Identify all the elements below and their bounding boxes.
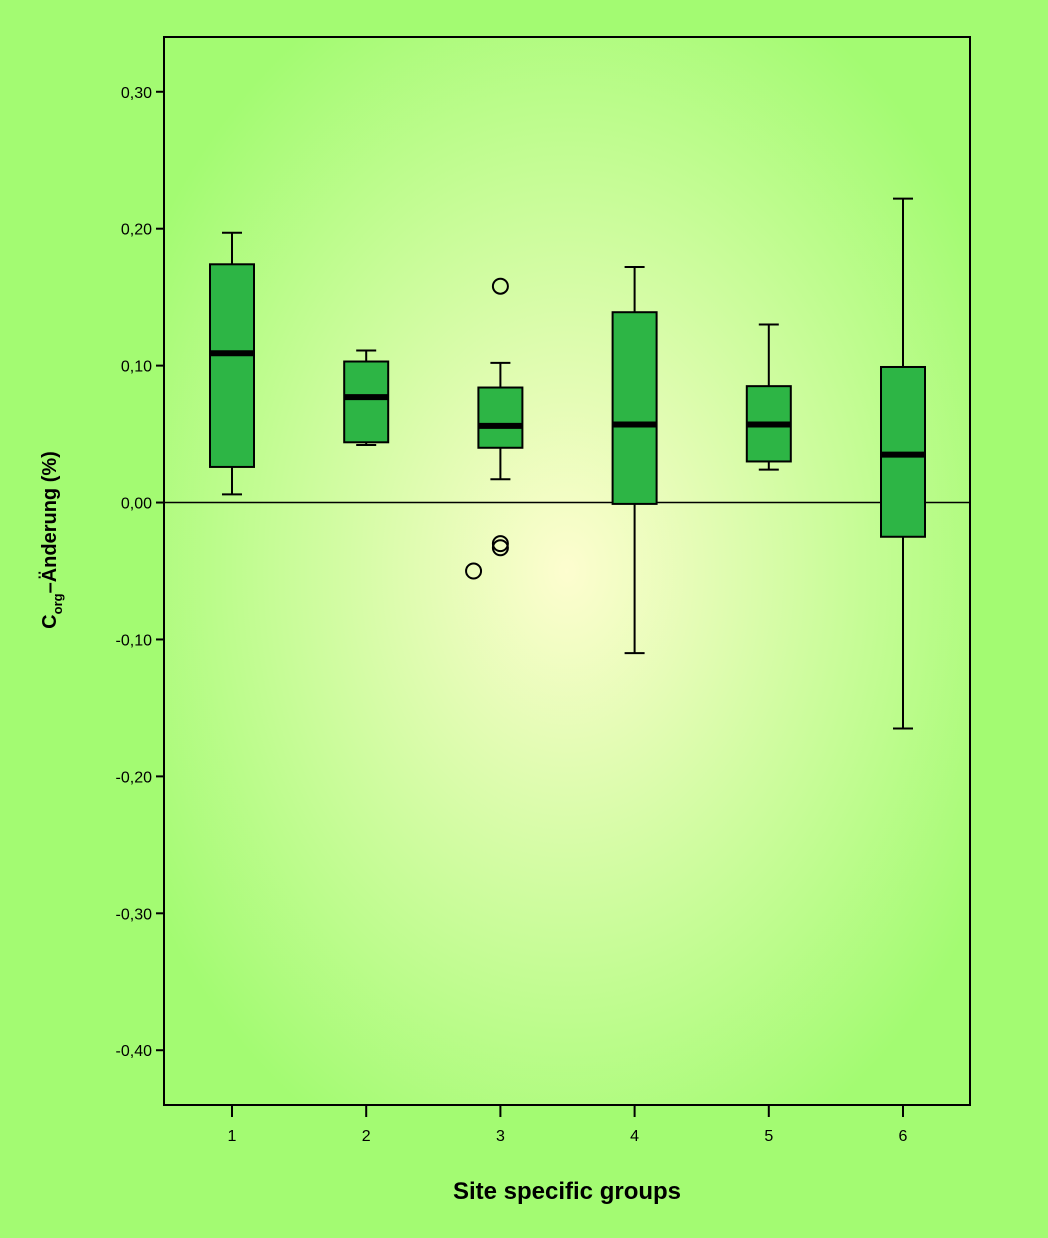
x-tick-label-1: 1 [228,1128,237,1145]
box-group-1 [209,231,255,496]
box-1 [209,263,255,468]
x-axis-title: Site specific groups [453,1178,681,1205]
box-group-2 [343,349,390,447]
box-group-4 [611,266,658,655]
box-2 [343,360,390,444]
x-tick-label-3: 3 [496,1128,505,1145]
box-group-6 [880,197,926,730]
y-axis-title-suffix: –Änderung (%) [38,451,61,593]
box-group-5 [745,323,792,471]
y-axis: 0,30 0,20 0,10 0,00 -0,10 -0,20 -0,30 -0,40 [116,85,164,1060]
y-tick-label-1: 0,20 [121,222,152,239]
outlier-extra-0 [465,562,483,580]
y-axis-title: Corg–Änderung (%) [38,451,65,629]
outlier-3-2 [491,539,509,557]
x-tick-label-2: 2 [362,1128,371,1145]
x-axis: 1 2 3 4 5 6 [228,1105,908,1145]
outlier-3-0 [491,277,509,295]
x-tick-label-5: 5 [764,1128,773,1145]
box-4 [611,311,658,505]
y-axis-title-subscript: org [50,593,65,614]
x-tick-label-6: 6 [899,1128,908,1145]
y-tick-label-4: -0,10 [116,632,153,649]
y-tick-label-7: -0,40 [116,1043,153,1060]
plot-area [163,36,971,1106]
y-tick-label-5: -0,20 [116,769,153,786]
y-tick-label-0: 0,30 [121,85,152,102]
box-group-3 [477,277,524,557]
box-3 [477,386,524,449]
y-tick-label-2: 0,10 [121,359,152,376]
boxes [209,197,926,730]
y-tick-label-3: 0,00 [121,496,152,513]
y-tick-label-6: -0,30 [116,906,153,923]
outlier-3-1 [491,535,509,553]
x-tick-label-4: 4 [630,1128,639,1145]
y-axis-title-prefix: C [39,614,61,628]
